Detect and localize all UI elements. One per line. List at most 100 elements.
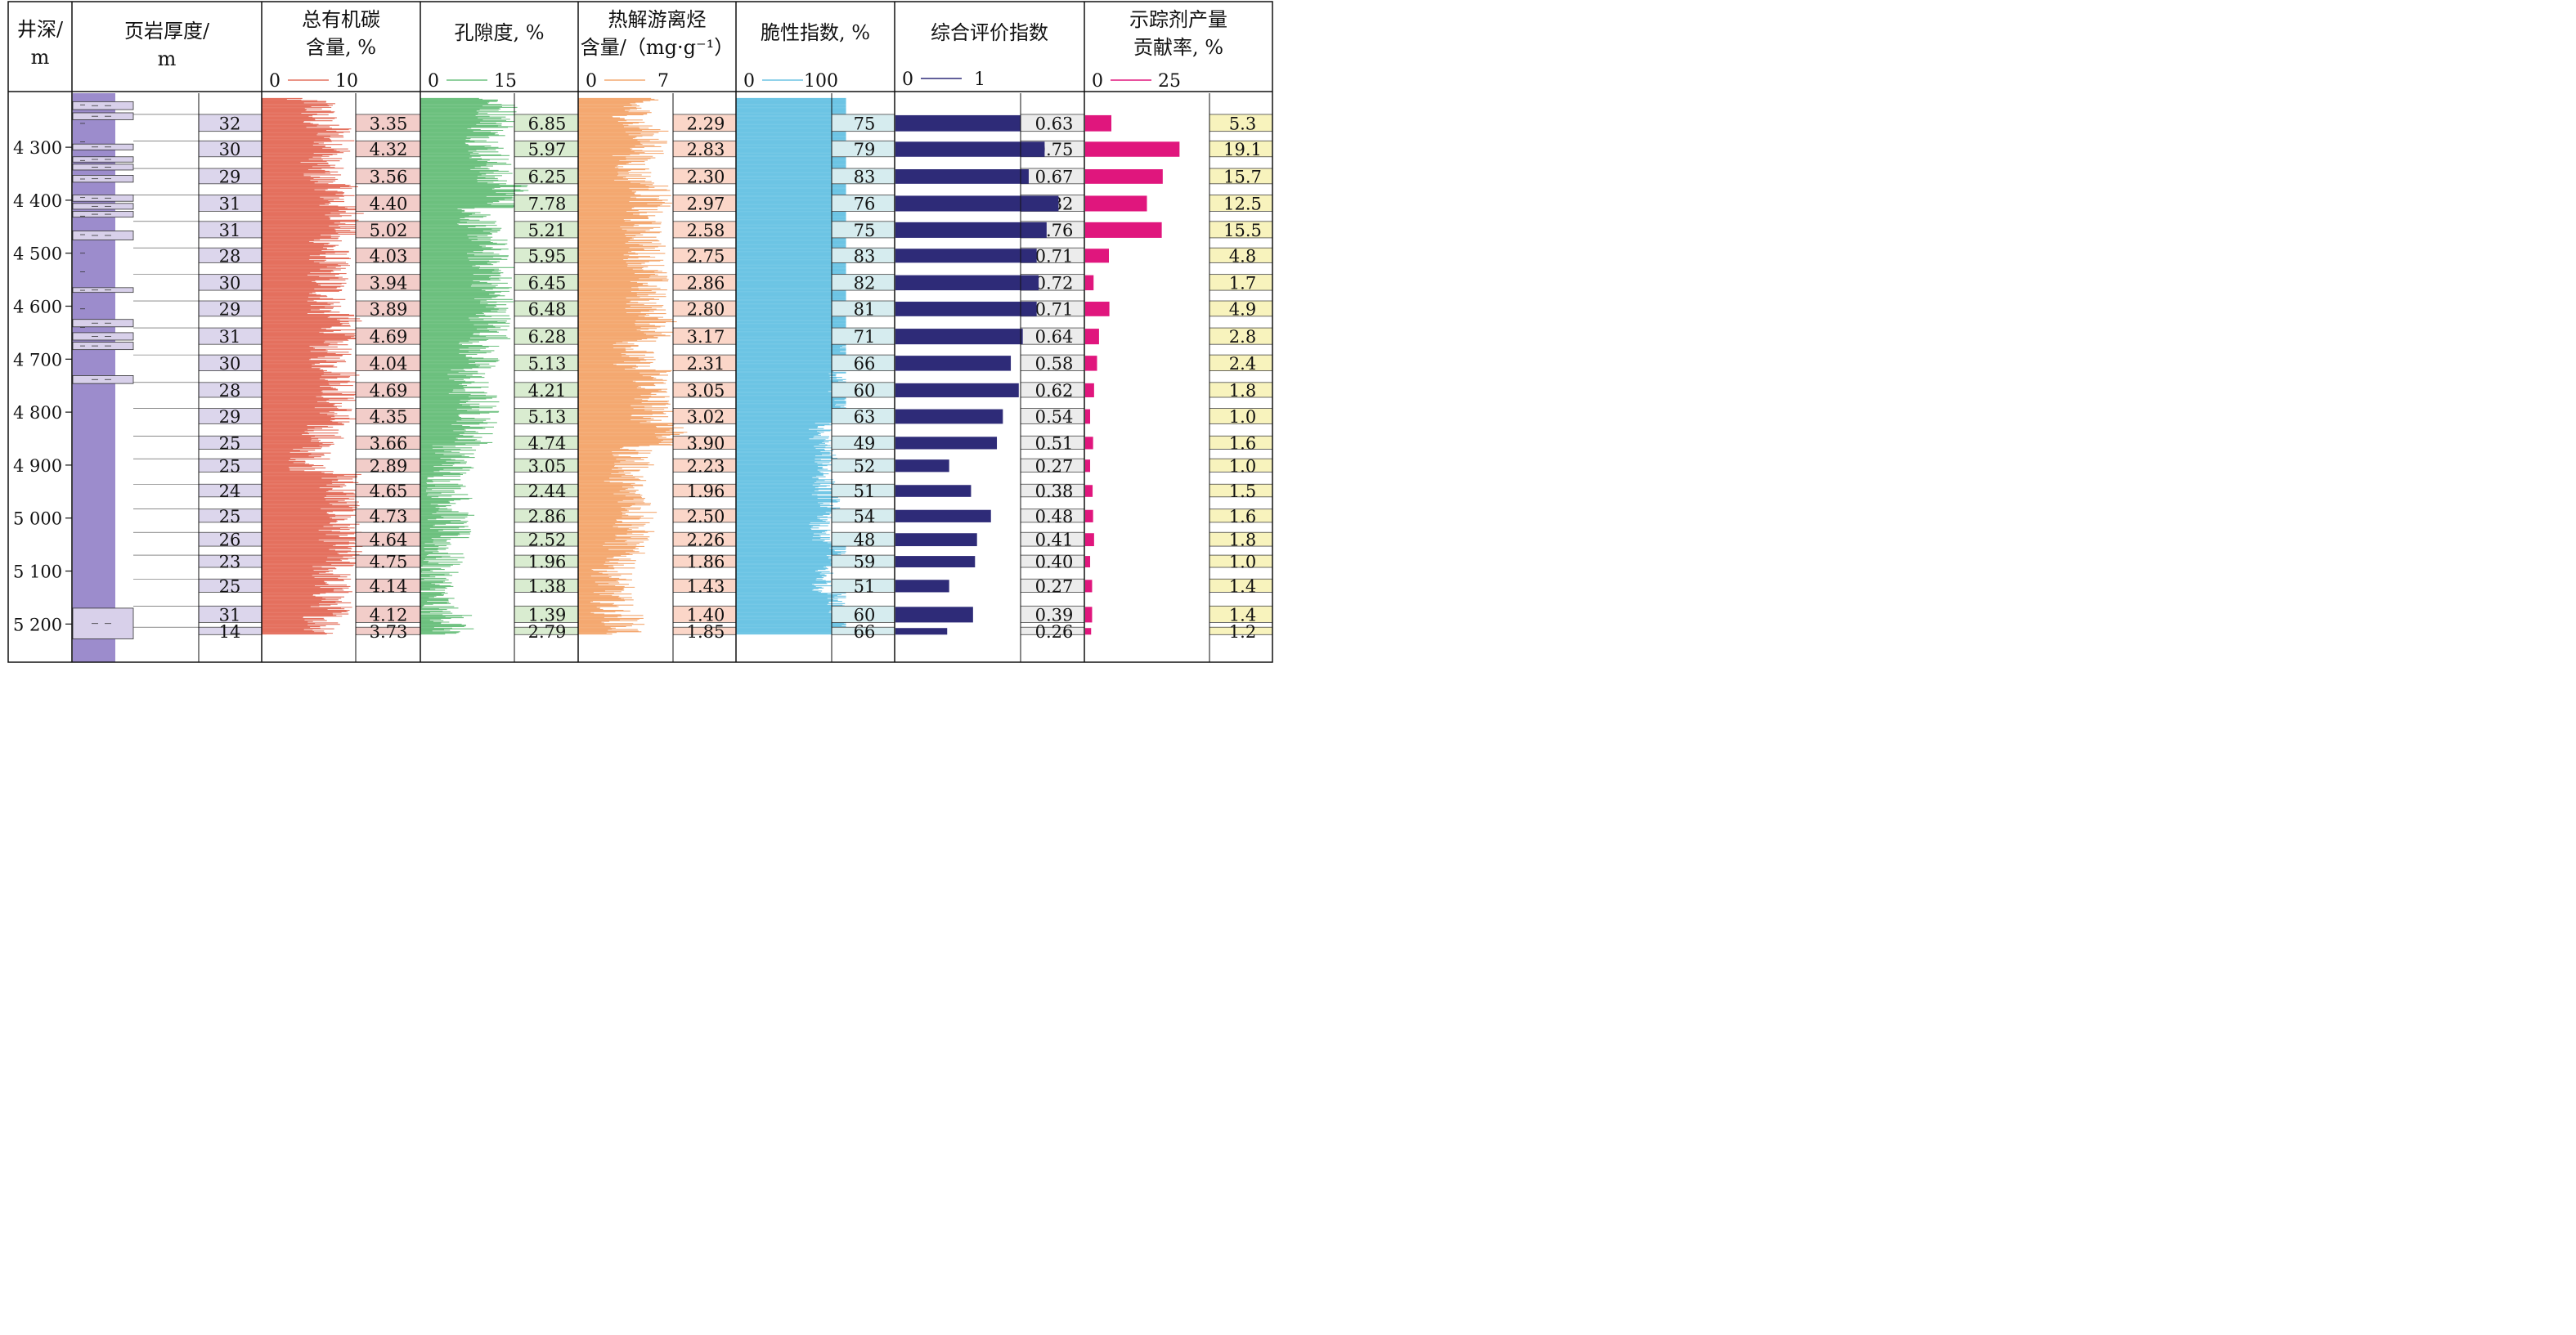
depth-tick-label: 5 100	[13, 562, 62, 582]
s1-value: 2.97	[687, 194, 725, 213]
brittleness-value: 49	[854, 433, 876, 453]
brittleness-value: 60	[854, 605, 876, 625]
tracer-bar	[1085, 141, 1180, 157]
evaluation-value: 0.40	[1035, 553, 1074, 572]
evaluation-bar	[895, 409, 1003, 424]
brittleness-value: 66	[854, 354, 876, 374]
evaluation-bar	[895, 485, 972, 497]
s1-value: 1.40	[687, 605, 725, 625]
tracer-value: 1.8	[1229, 531, 1256, 550]
evaluation-value: 0.62	[1035, 381, 1074, 401]
chart-svg: 32 30 29 31 31 28 30 29 31 30 28 29 25 25 24 25 26 23 25 31…	[7, 1, 1273, 663]
tracer-value: 1.7	[1229, 273, 1256, 293]
evaluation-bar	[895, 356, 1012, 371]
toc-scale-min: 0	[269, 71, 280, 92]
toc-value: 3.73	[370, 622, 408, 642]
evaluation-bar	[895, 302, 1037, 316]
tracer-value: 1.4	[1229, 576, 1256, 596]
s1-value: 1.96	[687, 482, 725, 501]
tracer-bar	[1085, 222, 1162, 238]
evaluation-bars	[895, 114, 1059, 635]
tracer-value: 5.3	[1229, 114, 1256, 133]
brittleness-header: 脆性指数, %	[761, 21, 870, 44]
tracer-bars	[1085, 114, 1180, 635]
tracer-bar	[1085, 437, 1093, 450]
tracer-value: 1.6	[1229, 433, 1256, 453]
porosity-scale-max: 15	[494, 71, 517, 92]
s1-value: 3.05	[687, 381, 725, 401]
toc-value: 3.89	[370, 299, 408, 319]
brittleness-value: 76	[854, 194, 876, 213]
toc-value: 4.64	[370, 531, 408, 550]
thickness-value: 31	[219, 327, 241, 347]
interbed-layer	[72, 143, 134, 150]
thickness-value: 25	[219, 507, 241, 526]
evaluation-bar	[895, 222, 1047, 238]
tracer-value: 2.4	[1229, 354, 1256, 374]
porosity-value: 5.97	[528, 140, 567, 159]
toc-value: 4.73	[370, 507, 408, 526]
thickness-value: 31	[219, 194, 241, 213]
evaluation-scale-max: 1	[974, 69, 985, 90]
s1-intervals	[672, 114, 737, 635]
thickness-value: 32	[219, 114, 241, 133]
tracer-bar	[1085, 383, 1094, 397]
s1-scale-max: 7	[657, 71, 669, 92]
interbed-layer	[72, 607, 134, 639]
s1-curve	[578, 97, 688, 635]
brittleness-value: 51	[854, 482, 876, 501]
depth-tick-label: 4 800	[13, 403, 62, 423]
evaluation-bar	[895, 607, 973, 623]
brittleness-value: 79	[854, 140, 876, 159]
evaluation-value: 0.38	[1035, 482, 1074, 501]
tracer-value: 15.5	[1223, 221, 1262, 240]
porosity-value: 6.28	[528, 327, 567, 347]
toc-value: 4.04	[370, 354, 408, 374]
porosity-value: 6.85	[528, 114, 567, 133]
tracer-value: 1.0	[1229, 407, 1256, 427]
porosity-value: 6.48	[528, 299, 567, 319]
brittleness-value: 63	[854, 407, 876, 427]
toc-value: 4.65	[370, 482, 408, 501]
tracer-value: 1.0	[1229, 553, 1256, 572]
toc-value: 4.32	[370, 140, 408, 159]
brittleness-value: 81	[854, 299, 876, 319]
evaluation-bar	[895, 533, 977, 547]
evaluation-value: 0.54	[1035, 407, 1074, 427]
depth-axis	[65, 93, 73, 662]
porosity-value: 5.13	[528, 407, 567, 427]
brittleness-value: 59	[854, 553, 876, 572]
thickness-value: 23	[219, 553, 241, 572]
tracer-bar	[1085, 249, 1109, 263]
tracer-value: 19.1	[1223, 140, 1262, 159]
toc-intervals	[355, 114, 421, 635]
interbed-layer	[72, 342, 134, 351]
evaluation-bar	[895, 195, 1059, 212]
outer-border	[7, 1, 1273, 663]
column-headers	[288, 78, 1151, 81]
interbed-layer	[72, 332, 134, 341]
brittleness-scale-min: 0	[743, 71, 755, 92]
porosity-value: 4.21	[528, 381, 567, 401]
tracer-bar	[1085, 556, 1091, 567]
evaluation-bar	[895, 628, 948, 635]
tracer-bar	[1085, 628, 1092, 635]
toc-header-line2: 含量, %	[306, 36, 376, 59]
evaluation-header: 综合评价指数	[931, 21, 1048, 44]
depth-tick-label: 4 900	[13, 456, 62, 476]
thickness-value: 30	[219, 354, 241, 374]
toc-value: 4.35	[370, 407, 408, 427]
interbed-layer	[72, 195, 134, 202]
toc-scale-max: 10	[335, 71, 358, 92]
depth-header-unit: m	[31, 46, 50, 69]
s1-value: 1.85	[687, 622, 725, 642]
evaluation-bar	[895, 383, 1019, 397]
porosity-value: 3.05	[528, 456, 567, 476]
interbed-layer	[72, 164, 134, 171]
evaluation-value: 0.27	[1035, 456, 1074, 476]
s1-value: 1.86	[687, 553, 725, 572]
s1-value: 3.02	[687, 407, 725, 427]
thickness-value: 29	[219, 167, 241, 186]
evaluation-bar	[895, 275, 1039, 291]
s1-value: 2.30	[687, 167, 725, 186]
